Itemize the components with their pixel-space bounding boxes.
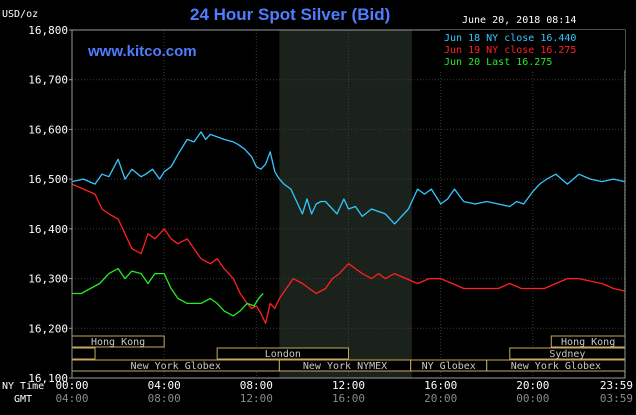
legend-item-jun20: Jun 20 Last 16.275 [444,57,552,68]
x-tick-label-ny: 23:59 [600,379,633,392]
x-tick-label-ny: 04:00 [148,379,181,392]
x-tick-label-ny: 08:00 [240,379,273,392]
legend-item-jun18: Jun 18 NY close 16.440 [444,33,576,44]
x-tick-label-gmt: 12:00 [240,392,273,405]
market-sessions: Hong Kong London New York Globex New York N… [71,335,626,372]
legend-item-jun19: Jun 19 NY close 16.275 [444,45,576,56]
y-tick-label: 16,100 [28,372,68,385]
y-tick-label: 16,300 [28,273,68,286]
x-tick-label-gmt: 20:00 [424,392,457,405]
chart-title: 24 Hour Spot Silver (Bid) [190,5,390,24]
y-axis-unit: USD/oz [2,9,38,20]
date-label: June 20, 2018 08:14 [462,15,576,26]
y-tick-label: 16,200 [28,322,68,335]
x-tick-label-ny: 16:00 [424,379,457,392]
x-tick-label-ny: 00:00 [55,379,88,392]
x-row-label-gmt: GMT [14,394,32,405]
series-line [71,183,625,324]
y-tick-label: 16,700 [28,74,68,87]
x-tick-label-ny: 20:00 [516,379,549,392]
session-label: New York NYMEX [303,361,387,372]
session-label: Hong Kong [561,337,615,348]
y-tick-label: 16,800 [28,24,68,37]
session-box [71,347,96,360]
series-line [71,131,625,225]
y-axis-ticks: 16,800 16,700 16,600 16,500 16,400 16,300 16,2… [28,24,72,385]
plot-frame [71,29,626,379]
x-axis-ticks: 00:0004:0004:0008:0008:0012:0012:0016:00… [55,379,633,405]
y-tick-label: 16,400 [28,223,68,236]
x-tick-label-gmt: 04:00 [55,392,88,405]
session-label: NY Globex [422,361,476,372]
x-tick-label-gmt: 00:00 [516,392,549,405]
session-label: Hong Kong [91,337,145,348]
y-tick-label: 16,600 [28,123,68,136]
x-tick-label-gmt: 16:00 [332,392,365,405]
site-label: www.kitco.com [87,43,197,60]
x-tick-label-gmt: 08:00 [148,392,181,405]
x-tick-label-ny: 12:00 [332,379,365,392]
session-label: London [265,349,301,360]
series-line [72,267,264,317]
legend-box [440,30,625,70]
session-label: New York Globex [131,361,221,372]
session-label: New York Globex [511,361,601,372]
session-box [216,347,349,360]
x-row-label-ny: NY Time [2,381,44,392]
session-label: Sydney [549,349,585,360]
x-tick-label-gmt: 03:59 [600,392,633,405]
y-tick-label: 16,500 [28,173,68,186]
series-layer [71,131,625,324]
